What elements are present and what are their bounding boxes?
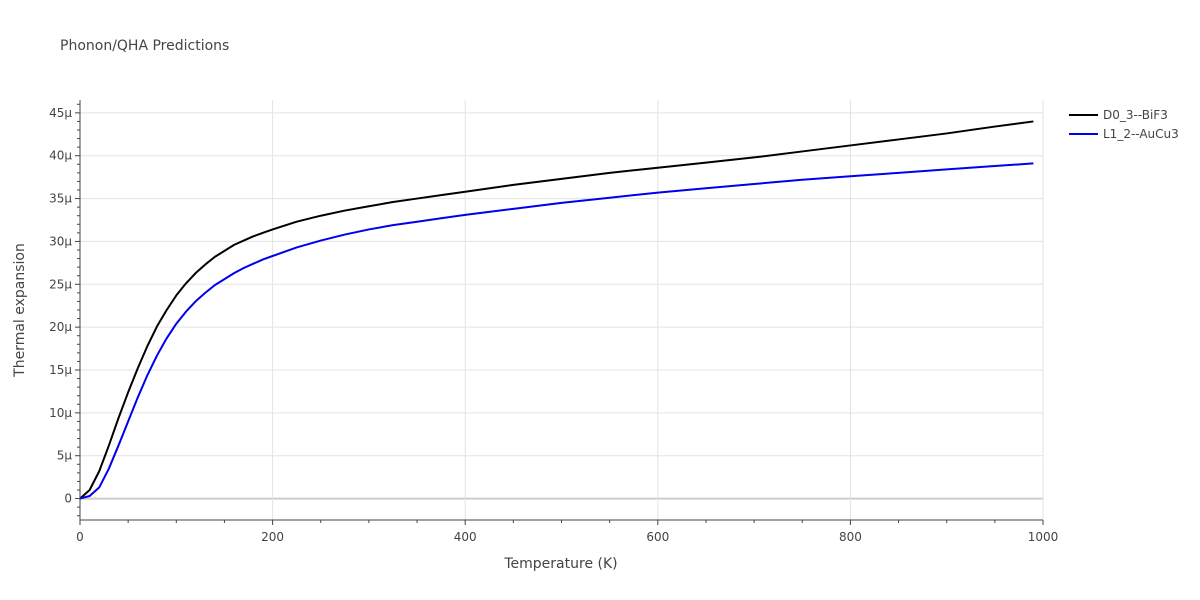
y-tick-label: 40µ [49,149,72,163]
y-axis-title: Thermal expansion [12,243,28,378]
chart-title: Phonon/QHA Predictions [60,38,229,54]
axes: 0 5µ 10µ 15µ 20µ 25µ 30µ 35µ 40µ 45µ 0 200 400 600 800… [49,100,1058,544]
legend-label-2: L1_2--AuCu3 [1103,127,1179,141]
y-tick-label: 10µ [49,406,72,420]
legend: D0_3--BiF3 L1_2--AuCu3 [1069,108,1179,141]
x-tick-label: 800 [839,530,862,544]
x-tick-label: 400 [454,530,477,544]
y-tick-label: 15µ [49,363,72,377]
x-tick-label: 600 [646,530,669,544]
plot-area [79,120,1034,500]
y-tick-label: 30µ [49,234,72,248]
y-tick-label: 0 [64,492,72,506]
series-line-2 [79,162,1034,500]
legend-label-1: D0_3--BiF3 [1103,108,1168,122]
grid [80,100,1044,520]
x-tick-label: 200 [261,530,284,544]
y-tick-label: 25µ [49,277,72,291]
y-tick-label: 5µ [57,449,73,463]
y-tick-label: 45µ [49,106,72,120]
x-tick-label: 0 [76,530,84,544]
x-tick-label: 1000 [1028,530,1059,544]
series-line-1 [79,120,1034,500]
x-axis-title: Temperature (K) [503,556,617,572]
y-tick-label: 35µ [49,192,72,206]
y-tick-label: 20µ [49,320,72,334]
